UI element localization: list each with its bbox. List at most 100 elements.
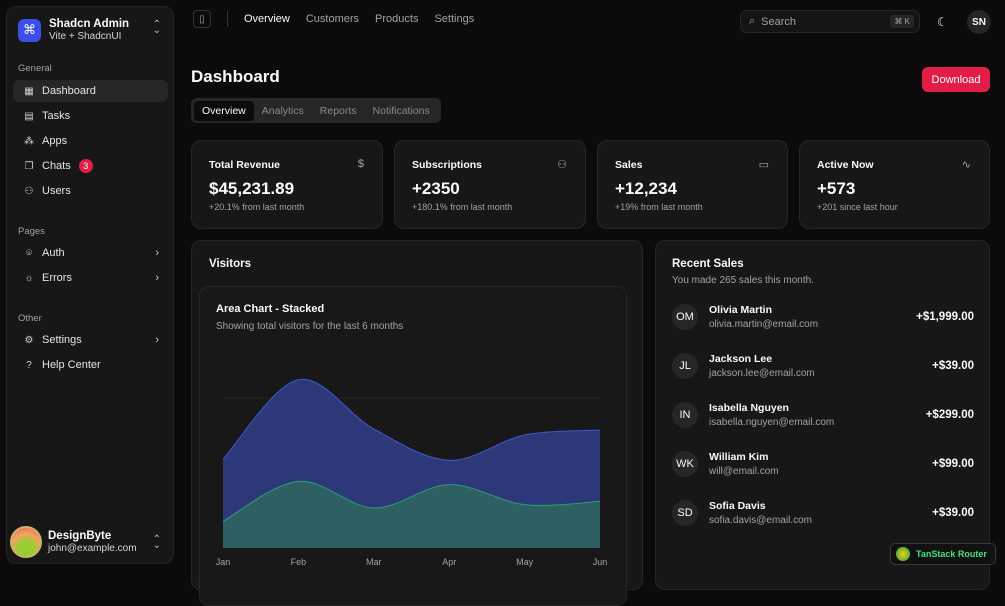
x-tick-label: Apr	[442, 557, 456, 567]
sidebar-item-apps[interactable]: ⁂ Apps	[13, 130, 168, 152]
x-tick-label: Jun	[593, 557, 608, 567]
tanstack-logo-icon	[896, 547, 910, 561]
x-tick-label: May	[516, 557, 534, 567]
chevrons-up-down-icon[interactable]: ⌃ ⌄	[152, 534, 161, 551]
brand-subtitle: Vite + ShadcnUI	[49, 31, 122, 42]
tab-notifications[interactable]: Notifications	[372, 104, 430, 117]
nav-overview[interactable]: Overview	[244, 13, 290, 25]
visitors-title: Visitors	[209, 258, 251, 270]
stat-sub: +201 since last hour	[817, 202, 898, 212]
sale-row: WK William Kim will@email.com +$99.00	[672, 446, 974, 482]
users-icon: ⚇	[557, 159, 567, 171]
sidebar-item-auth[interactable]: ⌾ Auth ›	[13, 242, 168, 264]
stat-title: Active Now	[817, 159, 874, 171]
avatar: OM	[672, 304, 698, 330]
stat-card-sales: Sales ▭ +12,234 +19% from last month	[597, 140, 788, 229]
profile-avatar[interactable]: SN	[967, 10, 991, 34]
sidebar-item-tasks[interactable]: ▤ Tasks	[13, 105, 168, 127]
chevrons-up-down-icon[interactable]: ⌃ ⌄	[152, 19, 161, 36]
tabs: Overview Analytics Reports Notifications	[191, 98, 441, 123]
stat-card-subscriptions: Subscriptions ⚇ +2350 +180.1% from last mon…	[394, 140, 586, 229]
chevron-right-icon: ›	[155, 334, 159, 346]
nav-customers[interactable]: Customers	[305, 13, 360, 25]
line-mobile	[222, 480, 601, 522]
devtools-label: TanStack Router	[916, 549, 987, 559]
customer-email: olivia.martin@email.com	[709, 319, 819, 330]
label: Settings	[42, 334, 82, 346]
customer-name: William Kim	[709, 451, 769, 463]
sidebar-toggle-icon[interactable]: ▯	[193, 10, 211, 28]
customer-name: Olivia Martin	[709, 304, 773, 316]
area-chart: Jan Feb Mar Apr May Jun	[216, 378, 608, 567]
search-icon: ⌕	[749, 15, 756, 27]
sale-amount: +$99.00	[932, 458, 974, 470]
label: Help Center	[42, 359, 101, 371]
brand-title: Shadcn Admin	[49, 18, 130, 30]
search-input[interactable]: ⌕ Search ⌘ K	[740, 10, 920, 33]
label: Users	[42, 185, 71, 197]
users-icon: ⚇	[24, 185, 34, 197]
nav-products[interactable]: Products	[375, 13, 419, 25]
tab-analytics[interactable]: Analytics	[261, 104, 304, 117]
x-tick-label: Jan	[216, 557, 231, 567]
sale-row: IN Isabella Nguyen isabella.nguyen@email.c…	[672, 397, 974, 433]
avatar	[10, 526, 42, 558]
recent-sales-subtitle: You made 265 sales this month.	[672, 275, 814, 286]
team-switcher[interactable]: ⌘ Shadcn Admin Vite + ShadcnUI	[18, 18, 129, 42]
sale-amount: +$39.00	[932, 360, 974, 372]
x-tick-label: Mar	[366, 557, 382, 567]
line-desktop	[222, 378, 601, 461]
apps-icon: ⁂	[24, 135, 34, 147]
label: Tasks	[42, 110, 71, 122]
user-name: DesignByte	[48, 530, 112, 542]
sidebar-item-chats[interactable]: ❐ Chats 3	[13, 155, 168, 177]
sidebar-item-settings[interactable]: ⚙ Settings ›	[13, 329, 168, 351]
moon-icon[interactable]: ☾	[937, 15, 948, 29]
sidebar-item-dashboard[interactable]: ▦ Dashboard	[13, 80, 168, 102]
group-label: Pages	[18, 226, 45, 237]
command-icon: ⌘	[18, 18, 41, 42]
help-circle-icon: ?	[26, 359, 32, 371]
recent-sales-card: Recent Sales You made 265 sales this mon…	[655, 240, 990, 590]
sidebar-item-errors[interactable]: ☼ Errors ›	[13, 267, 168, 289]
tab-reports[interactable]: Reports	[319, 104, 357, 117]
stat-sub: +180.1% from last month	[412, 202, 513, 212]
tab-overview[interactable]: Overview	[194, 100, 254, 121]
checklist-icon: ▤	[24, 110, 34, 122]
sale-row: JL Jackson Lee jackson.lee@email.com +$39.0…	[672, 348, 974, 384]
label: Errors	[42, 272, 72, 284]
stat-title: Subscriptions	[412, 159, 483, 171]
nav-settings[interactable]: Settings	[434, 13, 475, 25]
stat-value: +2350	[412, 179, 460, 198]
customer-name: Jackson Lee	[709, 353, 773, 365]
avatar: SD	[672, 500, 698, 526]
stat-card-active: Active Now ∿ +573 +201 since last hour	[799, 140, 990, 229]
chevron-right-icon: ›	[155, 247, 159, 259]
stat-title: Total Revenue	[209, 159, 280, 171]
sidebar-item-users[interactable]: ⚇ Users	[13, 180, 168, 202]
shortcut-hint: ⌘ K	[890, 15, 914, 28]
bug-icon: ☼	[24, 272, 34, 284]
sidebar-item-help-center[interactable]: ? Help Center	[13, 354, 168, 376]
gear-icon: ⚙	[24, 334, 34, 346]
avatar: JL	[672, 353, 698, 379]
label: Apps	[42, 135, 68, 147]
x-tick-label: Feb	[291, 557, 307, 567]
tanstack-router-devtools-button[interactable]: TanStack Router	[890, 543, 996, 565]
sale-row: SD Sofia Davis sofia.davis@email.com +$39.0…	[672, 495, 974, 531]
stat-title: Sales	[615, 159, 643, 171]
customer-name: Sofia Davis	[709, 500, 766, 512]
user-menu[interactable]: DesignByte john@example.com	[10, 526, 137, 558]
search-placeholder: Search	[761, 15, 797, 28]
label: Chats	[42, 160, 71, 172]
download-button[interactable]: Download	[922, 67, 990, 92]
avatar: WK	[672, 451, 698, 477]
sale-row: OM Olivia Martin olivia.martin@email.com +$…	[672, 299, 974, 335]
sale-amount: +$1,999.00	[916, 311, 974, 323]
recent-sales-title: Recent Sales	[672, 258, 744, 270]
chart-title: Area Chart - Stacked	[216, 303, 325, 315]
customer-email: sofia.davis@email.com	[709, 515, 812, 526]
stat-sub: +20.1% from last month	[209, 202, 305, 212]
avatar: IN	[672, 402, 698, 428]
stat-value: $45,231.89	[209, 179, 295, 198]
